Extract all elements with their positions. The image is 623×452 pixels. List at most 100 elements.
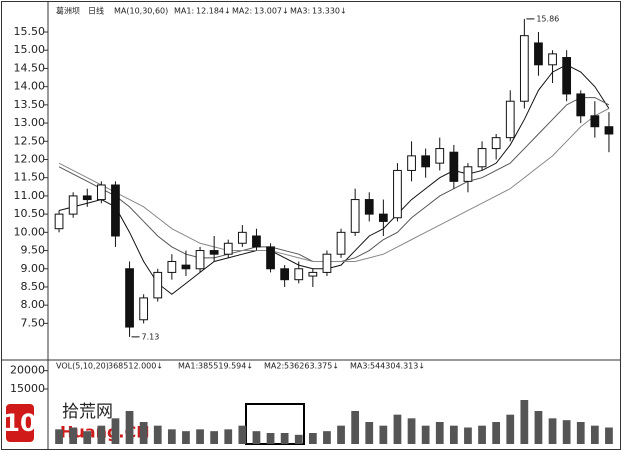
volume-bar (182, 431, 190, 444)
volume-bar (308, 433, 317, 444)
volume-bar (323, 431, 331, 444)
candle-body (435, 148, 445, 164)
volume-bar (534, 411, 543, 444)
volume-bar (210, 431, 219, 444)
candle-body (308, 271, 318, 277)
volume-bar (506, 414, 515, 444)
candle-body (294, 268, 304, 281)
legend-value: 12.184↓ (196, 7, 231, 16)
candle-body (167, 260, 177, 273)
candle-body (82, 195, 92, 201)
y-tick-label: 14.00 (14, 80, 46, 93)
annotation: 15.86 (536, 14, 559, 23)
indicator: MA(10,30,60) (114, 7, 168, 16)
legend-name: MA2: (232, 7, 252, 16)
candle-body (576, 93, 586, 117)
volume-bar (576, 422, 585, 444)
volume-bar (492, 422, 501, 444)
vol-legend-name: MA3: (350, 362, 370, 371)
period: 日线 (88, 6, 104, 16)
candle-body (350, 199, 360, 233)
candle-body (96, 184, 106, 201)
volume-bar (478, 425, 486, 444)
logo-text: 10 (3, 409, 36, 437)
candle-body (519, 35, 529, 102)
volume-bar (196, 429, 204, 444)
candle-body (407, 155, 416, 171)
volume-bar (407, 418, 416, 444)
ma-line (58, 108, 610, 262)
candle-body (393, 169, 402, 219)
volume-bar (393, 414, 402, 444)
volume-bar (464, 427, 472, 444)
volume-bar (365, 422, 374, 444)
volume-bar (435, 422, 444, 444)
highlight-box (245, 403, 305, 445)
candle-body (111, 184, 120, 237)
volume-bar (421, 425, 430, 444)
ma-line (58, 97, 610, 262)
volume-bar (125, 411, 134, 444)
volume-bar (167, 429, 176, 444)
vol-current: 368512.000↓ (108, 362, 163, 371)
candle-body (590, 115, 600, 128)
volume-bar (69, 427, 78, 444)
candle-body (125, 268, 134, 328)
watermark-text: 拾荒网 (62, 402, 113, 422)
annotation: 7.13 (142, 332, 160, 341)
candle-body (266, 246, 275, 270)
candle-body (153, 271, 163, 299)
candle-body (604, 126, 614, 135)
y-tick-label: 12.50 (14, 134, 46, 147)
volume-bar (97, 425, 106, 444)
candle-body (195, 250, 205, 270)
volume-bar (55, 429, 63, 444)
vol-title: VOL(5,10,20) (56, 362, 109, 371)
volume-bar (605, 427, 613, 444)
volume-bar (520, 400, 529, 444)
volume-bar (280, 433, 289, 444)
candle-body (491, 137, 501, 150)
legend-name: MA1: (174, 7, 194, 16)
candle-body (280, 268, 290, 281)
candle-body (562, 57, 572, 95)
candle-body (378, 213, 388, 222)
candle-body (139, 297, 149, 321)
volume-bar (449, 425, 458, 444)
candle-body (336, 231, 346, 255)
vol-legend-value: 536263.375↓ (284, 362, 339, 371)
ma-line (58, 64, 610, 295)
candle-body (548, 53, 557, 66)
volume-bar (238, 425, 247, 444)
volume-bar (337, 425, 345, 444)
volume-bar (294, 434, 303, 444)
candle-body (505, 100, 515, 139)
volume-bar (252, 431, 261, 444)
y-tick-label: 12.00 (14, 152, 46, 165)
volume-bar (562, 420, 571, 444)
header: 葛洲坝 日线 MA(10,30,60) VOL(5,10,20) 368512.… (56, 6, 168, 371)
volume-bar (111, 418, 120, 444)
y-tick-label: 15.00 (14, 43, 46, 56)
y-tick-label: 15000 (10, 382, 45, 395)
candle-body (477, 148, 487, 168)
volume-bar (266, 433, 275, 444)
y-tick-label: 14.50 (14, 61, 46, 74)
stock-name: 葛洲坝 (56, 6, 80, 16)
y-tick-label: 13.00 (14, 116, 46, 129)
volume-bar (548, 418, 557, 444)
candle-body (364, 199, 374, 215)
volume-bar (153, 425, 162, 444)
y-tick-label: 15.50 (14, 25, 46, 38)
y-tick-label: 13.50 (14, 98, 46, 111)
legend-value: 13.330↓ (312, 7, 347, 16)
volume-bar (379, 425, 388, 444)
vol-legend-value: 544304.313↓ (370, 362, 425, 371)
y-tick-label: 20000 (10, 364, 45, 377)
candle-body (252, 235, 261, 248)
y-tick-label: 8.50 (21, 280, 46, 293)
y-tick-label: 10.00 (14, 225, 46, 238)
y-tick-label: 8.00 (21, 298, 46, 311)
